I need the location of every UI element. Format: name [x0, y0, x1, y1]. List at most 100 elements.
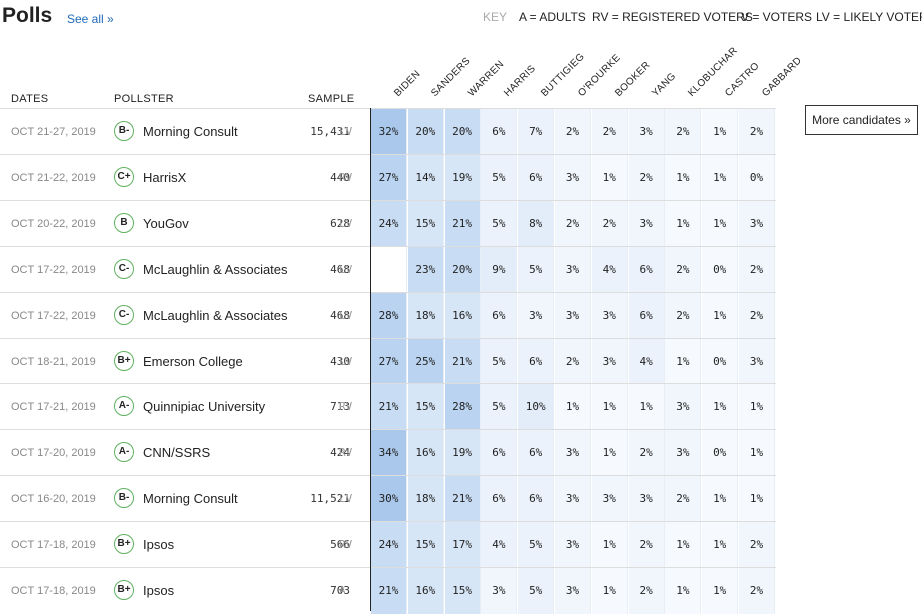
poll-result-cell: 18%	[407, 292, 444, 339]
pollster-grade-badge: B+	[114, 580, 134, 600]
poll-result-cell: 1%	[628, 384, 665, 431]
poll-result-cell: 15%	[407, 522, 444, 569]
poll-result-cell: 2%	[665, 292, 702, 339]
poll-result-cell: 3%	[555, 246, 591, 293]
poll-result-cell: 25%	[407, 338, 444, 385]
poll-result-cell: 16%	[407, 430, 444, 477]
candidate-header: HARRIS	[502, 63, 539, 99]
poll-result-cell: 21%	[371, 568, 407, 614]
pollster-name[interactable]: McLaughlin & Associates	[143, 261, 288, 277]
poll-result-cell: 1%	[591, 568, 628, 614]
poll-result-cell: 9%	[481, 246, 518, 293]
poll-result-cell: 2%	[739, 246, 775, 293]
sample-type: RV	[339, 170, 353, 184]
poll-date: OCT 16-20, 2019	[11, 493, 96, 506]
poll-result-cell: 16%	[407, 568, 444, 614]
dates-column-header: DATES	[11, 93, 49, 105]
poll-result-cell: 2%	[555, 200, 591, 247]
pollster-name[interactable]: Ipsos	[143, 537, 175, 553]
poll-result-cell: 5%	[481, 384, 518, 431]
poll-result-cell: 5%	[481, 154, 518, 201]
poll-result-cell: 2%	[665, 246, 702, 293]
table-row: OCT 17-20, 2019 A- CNN/SSRS 424 RV 34% 16% 19% 6…	[0, 429, 776, 477]
poll-result-cell: 28%	[444, 384, 481, 431]
pollster-grade-badge: B-	[114, 488, 134, 509]
poll-result-cell: 2%	[628, 154, 665, 201]
poll-result-cell: 14%	[407, 154, 444, 201]
poll-result-cell: 17%	[444, 522, 481, 569]
key-voters: V = VOTERS	[741, 10, 813, 24]
candidate-header: WARREN	[465, 58, 507, 99]
sample-type: A	[339, 584, 346, 597]
poll-result-cell: 6%	[481, 476, 518, 523]
sample-size: 15,431	[310, 125, 350, 138]
poll-result-cell: 1%	[702, 292, 739, 339]
poll-result-cell: 21%	[444, 476, 481, 523]
poll-result-cell: 3%	[739, 200, 775, 247]
pollster-name[interactable]: CNN/SSRS	[143, 445, 211, 461]
pollster-grade-badge: B+	[114, 350, 134, 371]
poll-result-cell: 18%	[407, 476, 444, 523]
poll-result-cell: 1%	[665, 568, 702, 614]
poll-result-cell: 3%	[555, 476, 591, 523]
poll-result-cell: 34%	[371, 430, 407, 477]
pollster-name[interactable]: Morning Consult	[143, 491, 238, 507]
poll-date: OCT 17-22, 2019	[11, 309, 96, 322]
pollster-grade-badge: B+	[114, 534, 134, 555]
sample-size: 468	[330, 308, 350, 322]
table-row: OCT 18-21, 2019 B+ Emerson College 430 LV 27%…	[0, 337, 776, 385]
poll-result-cell: 6%	[481, 292, 518, 339]
table-row: OCT 16-20, 2019 B- Morning Consult 11,521 LV…	[0, 475, 776, 523]
poll-result-cell: 3%	[591, 292, 628, 339]
poll-result-cell: 3%	[591, 476, 628, 523]
poll-result-cell: 1%	[739, 476, 775, 523]
pollster-column-header: POLLSTER	[114, 93, 174, 105]
poll-date: OCT 21-27, 2019	[11, 126, 96, 138]
poll-result-cell: 1%	[702, 200, 739, 247]
poll-result-cell: 4%	[481, 522, 518, 569]
poll-result-cell: 2%	[591, 200, 628, 247]
poll-result-cell: 2%	[665, 109, 702, 155]
poll-result-cell: 1%	[702, 154, 739, 201]
sample-type: LV	[339, 492, 353, 506]
pollster-name[interactable]: Quinnipiac University	[143, 399, 266, 415]
poll-result-cell: 6%	[628, 292, 665, 339]
poll-result-cell: 0%	[702, 338, 739, 385]
poll-result-cell: 27%	[371, 154, 407, 201]
pollster-name[interactable]: Ipsos	[143, 583, 175, 598]
see-all-link[interactable]: See all »	[67, 12, 114, 26]
pollster-name[interactable]: YouGov	[143, 215, 189, 231]
poll-result-cell: 2%	[665, 476, 702, 523]
pollster-name[interactable]: McLaughlin & Associates	[143, 307, 288, 323]
poll-result-cell: 8%	[518, 200, 555, 247]
poll-result-cell: 6%	[518, 476, 555, 523]
poll-result-cell: 3%	[665, 430, 702, 477]
poll-result-cell: 15%	[444, 568, 481, 614]
key-adults: A = ADULTS	[519, 10, 586, 24]
poll-result-cell: 4%	[628, 338, 665, 385]
sample-type: RV	[339, 538, 353, 552]
poll-result-cell: 1%	[555, 384, 591, 431]
candidate-header: SANDERS	[429, 55, 473, 99]
poll-result-cell: 1%	[739, 384, 775, 431]
poll-result-cell: 2%	[739, 292, 775, 339]
more-candidates-button[interactable]: More candidates »	[805, 105, 918, 135]
pollster-name[interactable]: HarrisX	[143, 169, 187, 185]
poll-result-cell: 3%	[555, 568, 591, 614]
poll-result-cell: 2%	[628, 522, 665, 569]
candidate-header: BIDEN	[392, 68, 423, 99]
poll-result-cell: 6%	[518, 430, 555, 477]
poll-result-cell: 2%	[591, 109, 628, 155]
poll-result-cell: 1%	[702, 476, 739, 523]
poll-result-cell: 3%	[555, 154, 591, 201]
poll-result-cell: 3%	[555, 430, 591, 477]
poll-result-cell: 3%	[591, 338, 628, 385]
pollster-name[interactable]: Emerson College	[143, 353, 243, 369]
pollster-name[interactable]: Morning Consult	[143, 124, 238, 139]
poll-date: OCT 18-21, 2019	[11, 355, 96, 368]
poll-result-cell: 24%	[371, 200, 407, 247]
sample-size: 11,521	[310, 492, 350, 506]
poll-date: OCT 21-22, 2019	[11, 171, 96, 184]
sample-size: 703	[330, 584, 350, 597]
poll-result-cell: 3%	[518, 292, 555, 339]
